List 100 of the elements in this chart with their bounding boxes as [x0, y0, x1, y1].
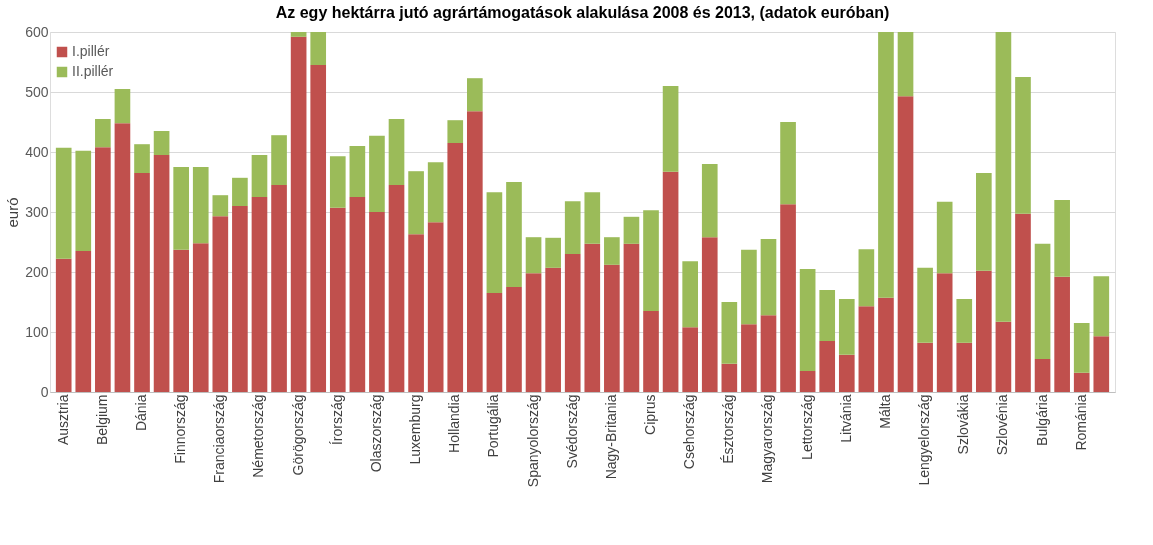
bar: [799, 269, 816, 371]
x-tick-label: Románia: [1072, 394, 1089, 451]
bar: [369, 135, 385, 212]
bar: [427, 222, 444, 392]
bar: [995, 321, 1012, 392]
bar: [545, 237, 561, 268]
bar: [329, 207, 346, 392]
bar: [1054, 200, 1070, 277]
x-tick-label: Németország: [250, 394, 267, 478]
chart-title: Az egy hektárra jutó agrártámogatások alakulása 2008 és 2013, (adatok euróban): [275, 4, 890, 21]
bar: [75, 251, 92, 392]
bar: [878, 297, 894, 392]
bar: [917, 267, 933, 343]
bar: [584, 243, 601, 392]
bar: [936, 273, 953, 392]
bar: [95, 119, 111, 148]
x-tick-label: Litvánia: [837, 394, 854, 443]
bar: [153, 131, 170, 155]
bar: [173, 249, 189, 392]
bar: [388, 119, 405, 185]
bar: [427, 162, 444, 223]
bar: [682, 261, 699, 328]
bar: [643, 210, 659, 311]
x-tick-label: Lettország: [798, 394, 815, 460]
x-tick-label: Görögország: [289, 394, 306, 476]
bar: [114, 123, 131, 392]
bar: [701, 237, 718, 392]
bar: [604, 264, 620, 392]
bar: [290, 32, 307, 37]
bar: [604, 237, 620, 265]
bar: [1034, 243, 1051, 359]
bar: [701, 164, 718, 238]
bar: [173, 167, 189, 250]
bar: [486, 192, 503, 293]
bar: [369, 212, 385, 392]
x-tick-label: Portugália: [485, 394, 502, 458]
bar: [780, 204, 796, 392]
x-tick-label: Magyarország: [759, 394, 776, 484]
bar: [858, 249, 875, 307]
bar: [780, 122, 796, 205]
bar: [1015, 213, 1031, 392]
y-tick-label: 600: [25, 23, 49, 40]
bar: [662, 86, 679, 172]
bar: [1034, 359, 1051, 392]
bar: [741, 324, 757, 392]
bar: [956, 342, 973, 392]
bar: [388, 185, 405, 392]
bar: [329, 156, 346, 208]
bar: [976, 173, 992, 271]
bar: [310, 32, 327, 65]
y-tick-label: 500: [25, 83, 49, 100]
x-tick-label: Csehország: [681, 394, 698, 470]
bar: [349, 197, 366, 392]
bar: [682, 327, 699, 392]
x-tick-label: Dánia: [133, 394, 150, 432]
x-tick-label: Ausztria: [54, 394, 71, 446]
bar: [75, 150, 92, 251]
bar: [486, 293, 503, 392]
x-tick-label: Lengyelország: [916, 394, 933, 486]
bar: [506, 287, 522, 392]
bar: [819, 290, 836, 341]
x-tick-label: Málta: [876, 394, 893, 429]
bar: [584, 192, 601, 244]
bar: [447, 120, 464, 143]
y-tick-label: 400: [25, 143, 49, 160]
bar: [153, 155, 170, 392]
bar: [917, 342, 933, 392]
bar: [134, 173, 150, 392]
bar: [819, 341, 836, 392]
x-tick-label: Hollandia: [446, 394, 463, 453]
y-tick-label: 0: [40, 383, 49, 400]
bar: [212, 195, 229, 217]
bar: [408, 234, 424, 392]
y-axis-title: euró: [4, 197, 22, 228]
y-tick-label: 300: [25, 203, 49, 220]
bar: [838, 299, 855, 355]
bar: [760, 315, 777, 392]
y-tick-label: 200: [25, 263, 49, 280]
bar: [525, 273, 542, 392]
bar: [506, 182, 522, 287]
bar: [1054, 276, 1070, 392]
bar: [760, 239, 777, 316]
bar: [310, 65, 327, 392]
bar: [1015, 77, 1031, 214]
bar: [192, 243, 209, 392]
x-tick-label: Svédország: [563, 394, 580, 469]
bar: [114, 89, 131, 124]
legend-label: I.pillér: [72, 43, 110, 59]
bar: [564, 254, 581, 392]
bar: [55, 147, 72, 259]
bar: [55, 258, 72, 392]
bar: [251, 197, 268, 392]
bar: [251, 155, 268, 197]
bar: [95, 147, 111, 392]
bar: [134, 144, 150, 173]
bar: [662, 171, 679, 392]
bar: [1093, 276, 1110, 337]
x-tick-label: Szlovákia: [955, 394, 972, 455]
legend-label: II.pillér: [72, 63, 114, 79]
x-tick-label: Bulgária: [1033, 394, 1050, 446]
